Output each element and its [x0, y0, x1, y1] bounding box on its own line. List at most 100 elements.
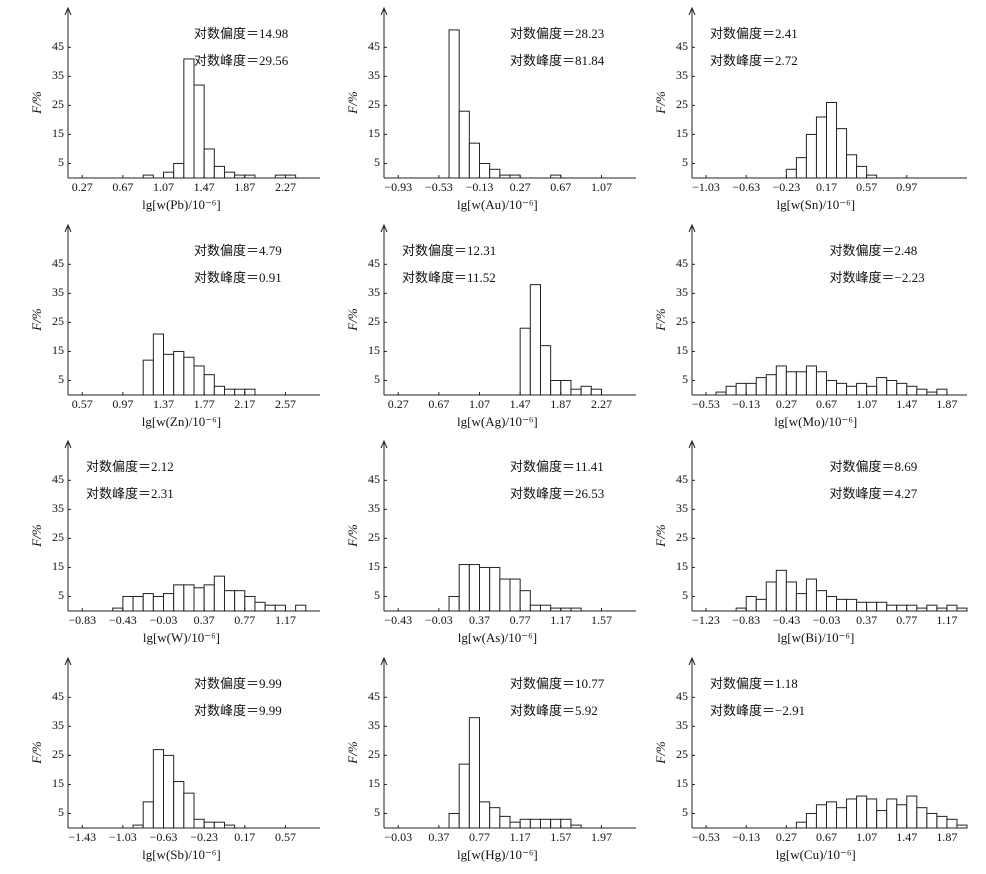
x-tick-label: 2.27 [591, 397, 612, 411]
annotation: 对数偏度＝10.77 [510, 676, 605, 691]
x-tick-label: 1.07 [856, 830, 877, 844]
bar [926, 812, 938, 829]
x-tick-label: 0.77 [510, 613, 531, 627]
x-tick-label: 1.07 [469, 397, 490, 411]
y-tick-label: 35 [52, 68, 64, 82]
y-tick-label: 25 [52, 97, 64, 111]
bar [896, 804, 908, 829]
x-tick-label: −0.43 [772, 613, 800, 627]
bar [163, 171, 175, 179]
bar [234, 590, 246, 612]
annotation: 对数峰度＝−2.23 [830, 270, 925, 285]
bar [805, 578, 817, 612]
bar [183, 356, 195, 396]
x-tick-label: 1.17 [510, 830, 531, 844]
annotation: 对数峰度＝2.72 [710, 53, 798, 68]
x-tick-label: −0.13 [732, 397, 760, 411]
y-tick-label: 5 [682, 155, 688, 169]
y-tick-label: 15 [368, 776, 380, 790]
bar [856, 382, 868, 396]
y-tick-label: 45 [52, 689, 64, 703]
bar [836, 128, 848, 179]
bar [825, 801, 838, 829]
x-tick-label: 0.67 [112, 180, 133, 194]
x-tick-label: 0.37 [194, 613, 215, 627]
bar [213, 165, 225, 179]
annotation: 对数偏度＝11.41 [510, 459, 604, 474]
y-tick-label: 35 [368, 285, 380, 299]
annotation: 对数峰度＝9.99 [194, 703, 282, 718]
bar [815, 371, 827, 396]
y-axis-arrow [688, 6, 696, 16]
x-tick-label: −0.23 [190, 830, 218, 844]
histogram-panel: −0.93 −0.53 −0.13 0.27 0.67 1.07 5 15 25 35 45 lg[w… [345, 6, 636, 212]
y-tick-label: 45 [368, 689, 380, 703]
bar [499, 578, 511, 612]
y-tick-label: 35 [676, 501, 688, 515]
y-axis-label: F/% [653, 91, 668, 115]
y-axis-label: F/% [345, 741, 360, 765]
annotation: 对数峰度＝2.31 [86, 486, 174, 501]
y-tick-label: 5 [682, 588, 688, 602]
y-tick-label: 25 [52, 314, 64, 328]
bar [856, 795, 868, 829]
x-tick-label: 1.47 [896, 397, 917, 411]
y-tick-label: 15 [52, 126, 64, 140]
y-tick-label: 5 [374, 155, 380, 169]
bar [886, 798, 898, 829]
bar [825, 379, 838, 396]
x-tick-label: 1.17 [550, 613, 571, 627]
y-tick-label: 5 [374, 372, 380, 386]
x-tick-label: 0.57 [275, 830, 296, 844]
y-tick-label: 45 [368, 39, 380, 53]
y-tick-label: 45 [676, 689, 688, 703]
bar [479, 801, 491, 829]
histogram-panel: 0.57 0.97 1.37 1.77 2.17 2.57 5 15 25 35 45 lg[w(Zn… [29, 223, 320, 429]
bar [805, 133, 817, 179]
bar [244, 595, 256, 612]
y-tick-label: 35 [676, 718, 688, 732]
bar [866, 385, 878, 396]
bar [468, 564, 481, 612]
bar [896, 382, 908, 396]
histogram-panel: 0.27 0.67 1.07 1.47 1.87 2.27 5 15 25 35 45 lg[w(Ag… [345, 223, 636, 429]
x-tick-label: −1.23 [692, 613, 720, 627]
bar [886, 604, 898, 612]
y-tick-label: 25 [676, 314, 688, 328]
x-tick-label: 1.87 [234, 180, 255, 194]
bar [509, 821, 521, 829]
y-tick-label: 15 [368, 343, 380, 357]
y-tick-label: 5 [374, 588, 380, 602]
x-tick-label: 1.07 [856, 397, 877, 411]
bar [745, 595, 757, 612]
bar [916, 807, 928, 829]
annotation: 对数峰度＝4.27 [830, 486, 918, 501]
x-tick-label: −0.93 [384, 180, 412, 194]
y-axis-arrow [64, 223, 72, 233]
y-tick-label: 15 [52, 559, 64, 573]
bar [795, 157, 807, 179]
bar [916, 388, 928, 396]
x-tick-label: −0.03 [425, 613, 453, 627]
x-tick-label: 1.87 [936, 830, 957, 844]
bar [458, 564, 470, 612]
x-tick-label: 1.57 [591, 613, 612, 627]
histogram-panel: −1.43 −1.03 −0.63 −0.23 0.17 0.57 5 15 25 35 45 lg[… [29, 656, 320, 862]
y-tick-label: 25 [52, 530, 64, 544]
x-tick-label: 0.27 [388, 397, 409, 411]
x-tick-label: 1.97 [591, 830, 612, 844]
bar [866, 601, 878, 612]
y-tick-label: 5 [58, 155, 64, 169]
x-tick-label: −0.63 [732, 180, 760, 194]
x-tick-label: −0.43 [109, 613, 137, 627]
y-axis-label: F/% [29, 91, 44, 115]
x-tick-label: 0.67 [816, 397, 837, 411]
y-tick-label: 5 [58, 372, 64, 386]
bar [755, 598, 767, 612]
bar [142, 359, 154, 396]
bar [926, 604, 938, 612]
histogram-panel: −0.03 0.37 0.77 1.17 1.57 1.97 5 15 25 35 45 lg[w(H… [345, 656, 636, 862]
bar [876, 377, 888, 396]
x-tick-label: 0.27 [72, 180, 93, 194]
y-tick-label: 15 [676, 343, 688, 357]
